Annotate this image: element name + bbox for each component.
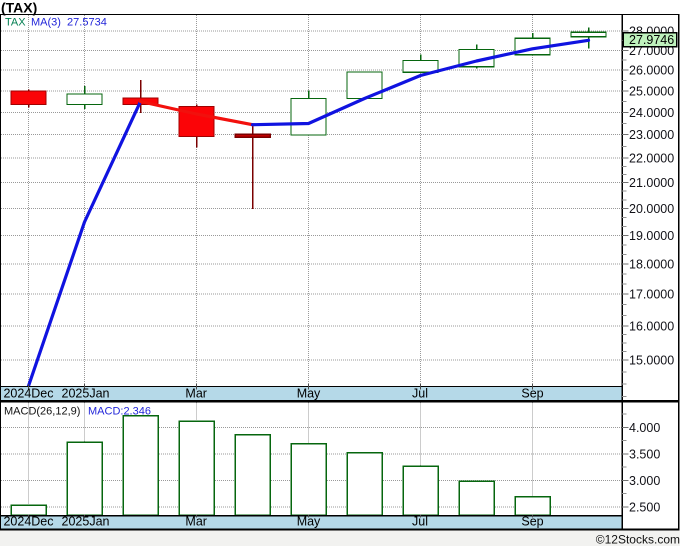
svg-text:15.0000: 15.0000 (629, 353, 674, 367)
svg-text:16.0000: 16.0000 (629, 319, 674, 333)
svg-text:Sep: Sep (521, 387, 543, 401)
svg-text:MA(3) 27.5734: MA(3) 27.5734 (31, 17, 107, 29)
svg-text:2025Jan: 2025Jan (62, 514, 110, 528)
svg-text:22.0000: 22.0000 (629, 152, 674, 166)
svg-text:May: May (297, 387, 321, 401)
svg-text:2.500: 2.500 (629, 500, 660, 514)
svg-text:18.0000: 18.0000 (629, 257, 674, 271)
svg-text:23.0000: 23.0000 (629, 128, 674, 142)
svg-text:(TAX): (TAX) (1, 0, 37, 16)
svg-text:3.500: 3.500 (629, 447, 660, 461)
svg-text:May: May (297, 514, 321, 528)
svg-text:3.000: 3.000 (629, 474, 660, 488)
svg-text:TAX: TAX (5, 17, 26, 29)
svg-text:20.0000: 20.0000 (629, 202, 674, 216)
svg-text:19.0000: 19.0000 (629, 229, 674, 243)
svg-text:Mar: Mar (185, 514, 207, 528)
svg-text:21.0000: 21.0000 (629, 176, 674, 190)
svg-text:Jul: Jul (412, 387, 428, 401)
svg-text:Mar: Mar (185, 387, 207, 401)
svg-text:2025Jan: 2025Jan (62, 387, 110, 401)
svg-text:24.0000: 24.0000 (629, 106, 674, 120)
svg-text:2024Dec: 2024Dec (3, 387, 53, 401)
svg-text:MACD:2.346: MACD:2.346 (88, 406, 151, 418)
svg-text:4.000: 4.000 (629, 421, 660, 435)
svg-text:Sep: Sep (521, 514, 543, 528)
svg-text:26.0000: 26.0000 (629, 64, 674, 78)
svg-text:MACD(26,12,9): MACD(26,12,9) (4, 406, 80, 418)
svg-text:Jul: Jul (412, 514, 428, 528)
svg-text:2024Dec: 2024Dec (3, 514, 53, 528)
svg-text:©12Stocks.com: ©12Stocks.com (596, 533, 680, 547)
svg-text:27.0000: 27.0000 (629, 44, 674, 58)
svg-text:25.0000: 25.0000 (629, 84, 674, 98)
svg-text:27.9746: 27.9746 (629, 33, 674, 47)
svg-text:17.0000: 17.0000 (629, 288, 674, 302)
